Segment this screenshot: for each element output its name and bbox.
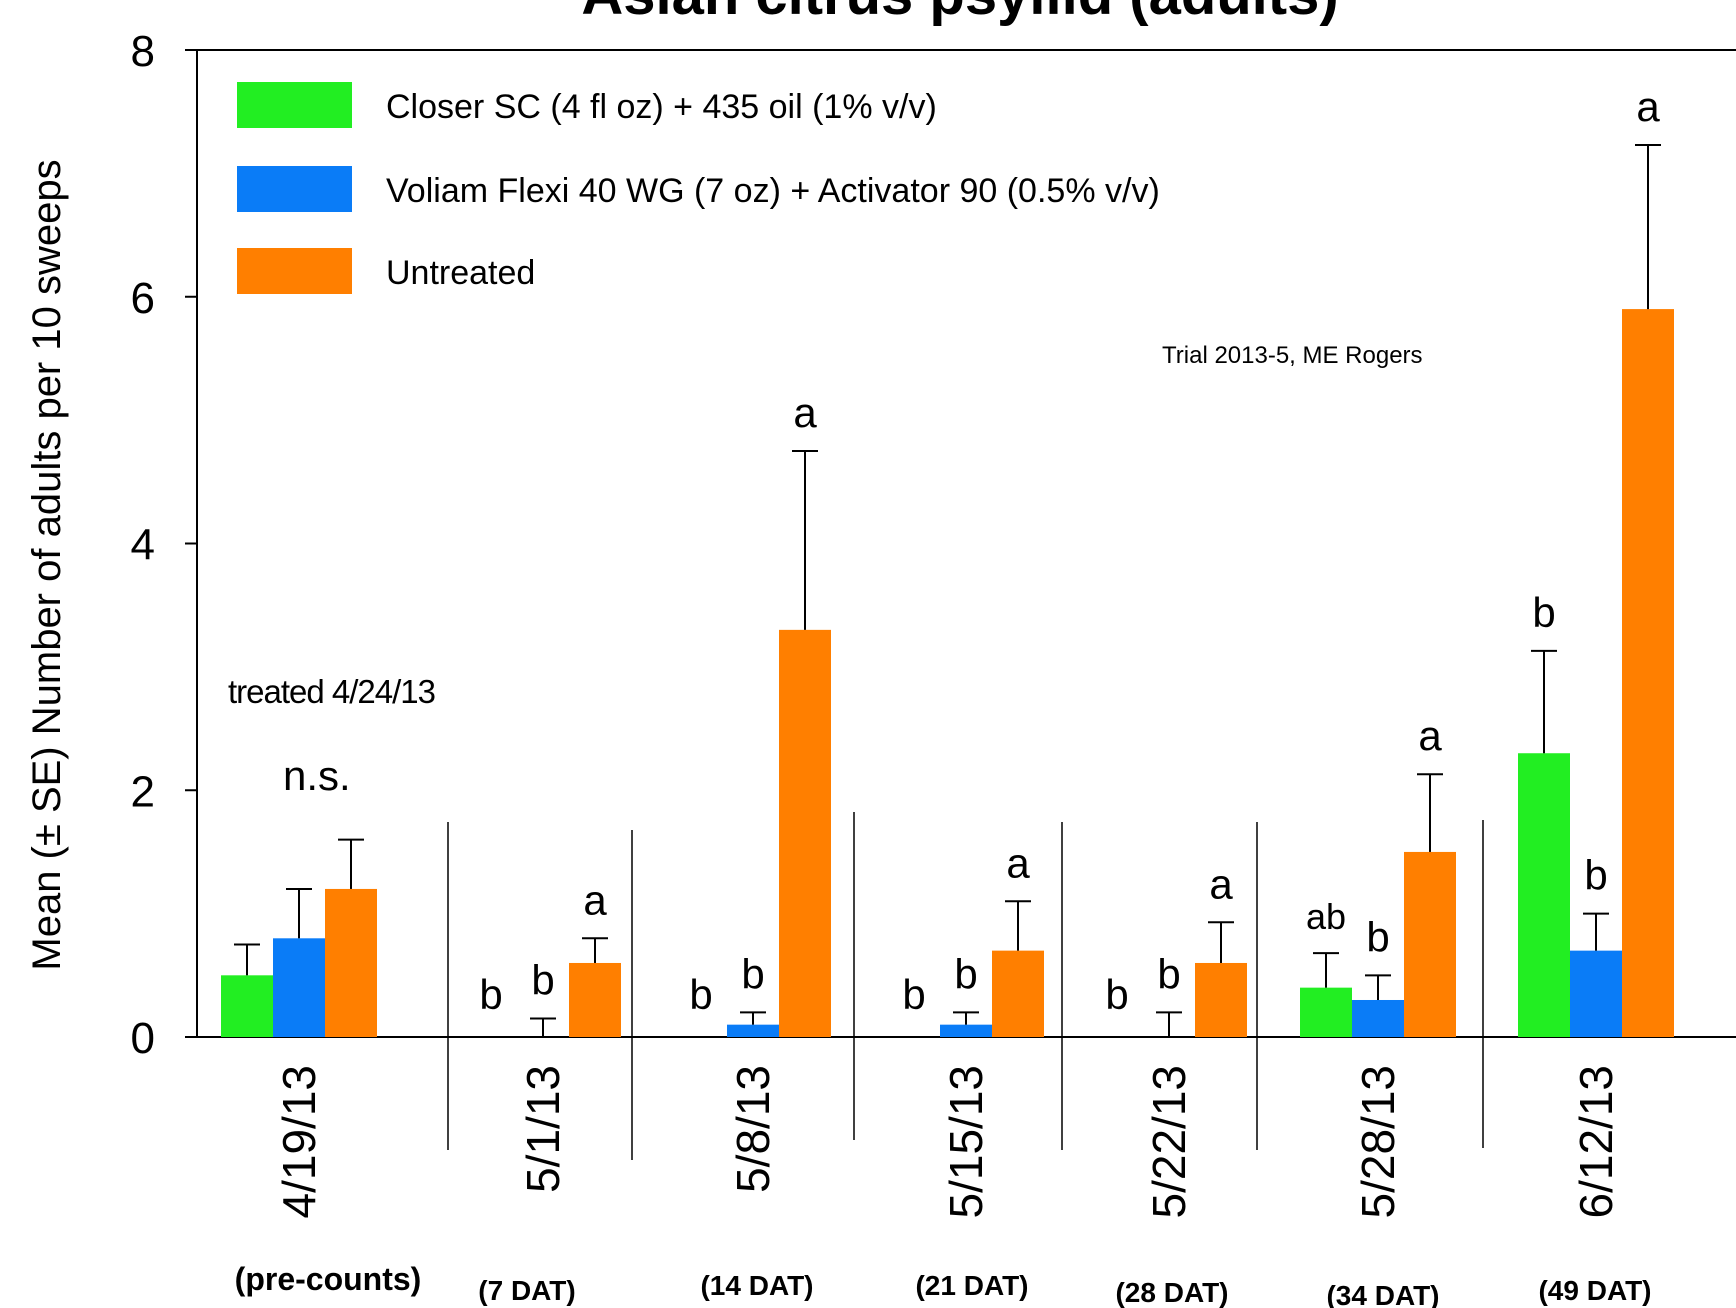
x-sublabel: (pre-counts) bbox=[235, 1261, 422, 1297]
bar bbox=[1404, 851, 1456, 1037]
legend-label: Voliam Flexi 40 WG (7 oz) + Activator 90… bbox=[386, 172, 1160, 210]
significance-letter: b bbox=[479, 971, 502, 1018]
x-sublabel: (21 DAT) bbox=[915, 1270, 1028, 1301]
significance-letter: ab bbox=[1306, 896, 1346, 937]
significance-letter: b bbox=[1157, 950, 1180, 997]
bar bbox=[1195, 962, 1247, 1037]
legend-swatch bbox=[237, 82, 352, 128]
bar bbox=[1300, 987, 1352, 1037]
y-tick-label: 4 bbox=[131, 521, 155, 570]
bar bbox=[727, 1024, 779, 1037]
significance-letter: b bbox=[1366, 913, 1389, 960]
x-tick-label: 5/15/13 bbox=[940, 1065, 992, 1218]
x-tick-label: 5/8/13 bbox=[727, 1065, 779, 1193]
x-tick-label: 5/1/13 bbox=[517, 1065, 569, 1193]
significance-letter: a bbox=[1636, 83, 1660, 130]
bar bbox=[1570, 950, 1622, 1037]
treated-annotation: treated 4/24/13 bbox=[228, 673, 435, 710]
bar bbox=[569, 962, 621, 1037]
bar bbox=[1518, 753, 1570, 1037]
bar bbox=[1622, 309, 1674, 1037]
significance-letter: a bbox=[793, 389, 817, 436]
significance-letter: b bbox=[531, 956, 554, 1003]
significance-letter: b bbox=[1532, 589, 1555, 636]
bar bbox=[221, 975, 273, 1037]
legend-swatch bbox=[237, 166, 352, 212]
x-tick-label: 5/28/13 bbox=[1352, 1065, 1404, 1218]
bar bbox=[992, 950, 1044, 1037]
bar bbox=[325, 888, 377, 1037]
bar bbox=[779, 629, 831, 1037]
legend-swatch bbox=[237, 248, 352, 294]
trial-annotation: Trial 2013-5, ME Rogers bbox=[1162, 342, 1423, 369]
y-tick-label: 8 bbox=[131, 27, 155, 76]
x-tick-label: 5/22/13 bbox=[1143, 1065, 1195, 1218]
significance-letter: b bbox=[689, 971, 712, 1018]
significance-letter: b bbox=[1105, 971, 1128, 1018]
significance-letter: a bbox=[1006, 839, 1030, 886]
y-tick-label: 6 bbox=[131, 274, 155, 323]
significance-letter: b bbox=[954, 950, 977, 997]
x-sublabel: (49 DAT) bbox=[1538, 1275, 1651, 1306]
bar bbox=[1352, 999, 1404, 1037]
x-sublabel: (34 DAT) bbox=[1326, 1280, 1439, 1308]
y-tick-label: 0 bbox=[131, 1014, 155, 1063]
y-tick-label: 2 bbox=[131, 767, 155, 816]
legend-label: Closer SC (4 fl oz) + 435 oil (1% v/v) bbox=[386, 88, 937, 126]
x-sublabel: (7 DAT) bbox=[478, 1275, 575, 1306]
y-axis-title: Mean (± SE) Number of adults per 10 swee… bbox=[25, 159, 69, 970]
significance-letter: a bbox=[1209, 860, 1233, 907]
significance-letter: a bbox=[583, 876, 607, 923]
significance-letter: a bbox=[1418, 712, 1442, 759]
bar bbox=[273, 938, 325, 1037]
bar bbox=[940, 1024, 992, 1037]
significance-letter: b bbox=[741, 950, 764, 997]
x-sublabel: (14 DAT) bbox=[700, 1270, 813, 1301]
significance-letter: b bbox=[902, 971, 925, 1018]
significance-letter: b bbox=[1584, 852, 1607, 899]
x-tick-label: 6/12/13 bbox=[1570, 1065, 1622, 1218]
x-tick-label: 4/19/13 bbox=[273, 1065, 325, 1218]
chart-title: Asian citrus psyllid (adults) bbox=[581, 0, 1338, 27]
ns-annotation: n.s. bbox=[283, 752, 351, 799]
legend-label: Untreated bbox=[386, 254, 535, 292]
x-sublabel: (28 DAT) bbox=[1115, 1277, 1228, 1308]
